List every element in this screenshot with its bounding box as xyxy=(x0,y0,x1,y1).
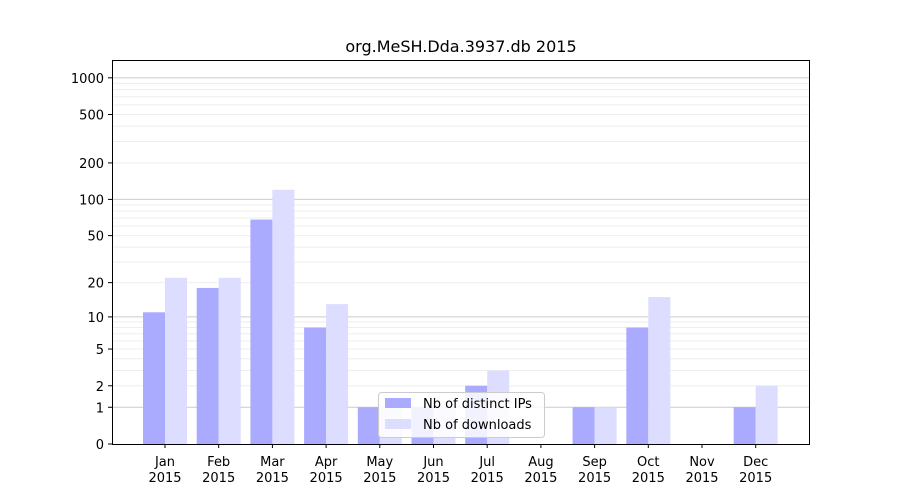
x-tick-label-year: 2015 xyxy=(685,471,718,486)
bar-downloads xyxy=(165,277,187,444)
bar-distinct-ips xyxy=(733,407,756,444)
x-tick-label-month: Oct xyxy=(637,455,659,470)
bar-distinct-ips xyxy=(572,407,595,444)
y-tick-label: 1 xyxy=(96,401,104,416)
x-tick-label-year: 2015 xyxy=(471,471,504,486)
bar-distinct-ips xyxy=(357,407,380,444)
plot-frame xyxy=(112,60,810,445)
y-tick-label: 20 xyxy=(87,277,104,292)
y-tick-label: 50 xyxy=(87,230,104,245)
y-tick-label: 500 xyxy=(79,109,104,124)
y-tick-label: 1000 xyxy=(71,72,104,87)
x-tick-label-year: 2015 xyxy=(739,471,772,486)
x-tick-label-month: Dec xyxy=(743,455,768,470)
x-tick-label-year: 2015 xyxy=(256,471,289,486)
legend: Nb of distinct IPs Nb of downloads xyxy=(378,392,545,438)
x-tick-label-year: 2015 xyxy=(578,471,611,486)
legend-label-ips: Nb of distinct IPs xyxy=(423,397,532,412)
bar-downloads xyxy=(594,407,617,444)
x-tick-label-month: Apr xyxy=(315,455,338,470)
chart-title: org.MeSH.Dda.3937.db 2015 xyxy=(345,37,576,56)
bar-downloads xyxy=(755,385,778,444)
bar-downloads xyxy=(326,304,349,444)
x-tick-label-year: 2015 xyxy=(363,471,396,486)
bar-distinct-ips xyxy=(196,287,219,444)
x-tick-label-year: 2015 xyxy=(524,471,557,486)
legend-label-downloads: Nb of downloads xyxy=(423,418,532,433)
y-tick-label: 5 xyxy=(96,343,104,358)
bar-distinct-ips xyxy=(250,219,273,444)
x-tick-label-month: Jun xyxy=(422,455,443,470)
bar-distinct-ips xyxy=(304,327,327,444)
x-axis: Jan2015Feb2015Mar2015Apr2015May2015Jun20… xyxy=(148,444,772,486)
y-tick-label: 100 xyxy=(79,193,104,208)
legend-swatch-ips xyxy=(385,398,411,408)
x-tick-label-month: May xyxy=(366,455,393,470)
y-tick-label: 200 xyxy=(79,157,104,172)
bar-distinct-ips xyxy=(143,312,165,444)
y-axis: 0 1 2 5 10 20 50 100 200 500 1000 xyxy=(71,72,112,453)
bar-downloads xyxy=(218,277,241,444)
x-tick-label-year: 2015 xyxy=(417,471,450,486)
legend-box xyxy=(378,392,545,438)
y-tick-label: 10 xyxy=(87,311,104,326)
bar-distinct-ips xyxy=(626,327,649,444)
x-tick-label-month: Nov xyxy=(689,455,715,470)
x-tick-label-month: Jan xyxy=(154,455,175,470)
legend-swatch-downloads xyxy=(385,419,411,429)
x-tick-label-month: Jul xyxy=(478,455,495,470)
x-tick-label-month: Sep xyxy=(582,455,607,470)
bar-downloads xyxy=(272,189,295,444)
bar-downloads xyxy=(648,297,671,444)
x-tick-label-month: Feb xyxy=(207,455,230,470)
y-tick-label: 0 xyxy=(96,438,104,453)
x-tick-label-year: 2015 xyxy=(202,471,235,486)
x-tick-label-year: 2015 xyxy=(310,471,343,486)
x-tick-label-year: 2015 xyxy=(632,471,665,486)
x-tick-label-year: 2015 xyxy=(148,471,181,486)
x-tick-label-month: Mar xyxy=(260,455,285,470)
y-tick-label: 2 xyxy=(96,380,104,395)
x-tick-label-month: Aug xyxy=(528,455,553,470)
